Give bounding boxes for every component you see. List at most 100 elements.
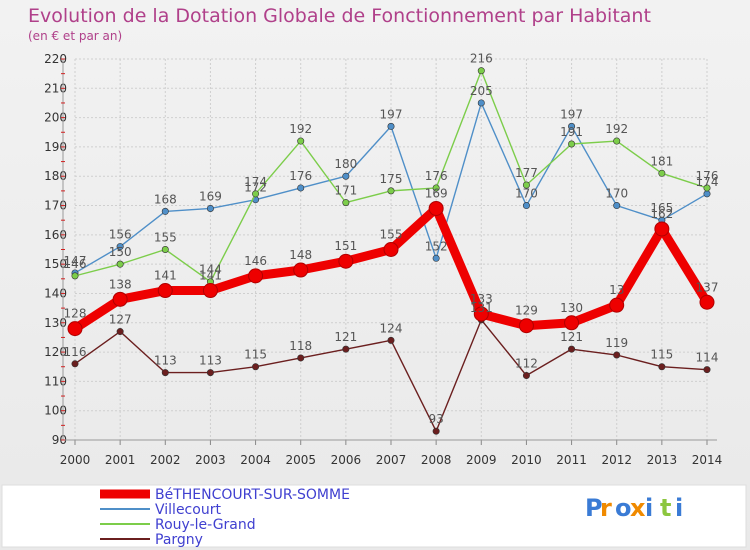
data-point [477, 67, 485, 75]
data-label: 170 [515, 187, 538, 201]
data-label: 165 [650, 201, 673, 215]
y-tick-label: 110 [44, 374, 67, 388]
data-label: 191 [560, 125, 583, 139]
x-tick-label: 2007 [376, 453, 407, 467]
data-label: 151 [334, 239, 357, 253]
data-label: 192 [289, 122, 312, 136]
data-point [432, 427, 440, 435]
data-point [338, 253, 354, 269]
x-tick-label: 2014 [692, 453, 723, 467]
axes: 9010011012013014015016017018019020021022… [44, 52, 722, 467]
data-point [157, 283, 173, 299]
data-point [613, 202, 621, 210]
data-label: 133 [470, 292, 493, 306]
legend: BéTHENCOURT-SUR-SOMMEVillecourtRouy-le-G… [100, 487, 350, 548]
data-point [71, 360, 79, 368]
y-tick-label: 160 [44, 228, 67, 242]
data-point [568, 140, 576, 148]
x-tick-label: 2002 [150, 453, 181, 467]
brand-letter: i [645, 494, 653, 522]
x-tick-label: 2000 [60, 453, 91, 467]
data-point [428, 200, 444, 216]
data-point [613, 351, 621, 359]
data-point [116, 243, 124, 251]
data-label: 216 [470, 52, 493, 66]
data-label: 118 [289, 339, 312, 353]
chart-subtitle: (en € et par an) [28, 29, 122, 43]
legend-label: Rouy-le-Grand [155, 517, 256, 533]
data-point [342, 199, 350, 207]
data-point [522, 202, 530, 210]
x-tick-label: 2009 [466, 453, 497, 467]
data-point [703, 366, 711, 374]
data-label: 174 [244, 175, 267, 189]
legend-label: Villecourt [155, 502, 221, 518]
chart-title: Evolution de la Dotation Globale de Fonc… [28, 5, 651, 27]
data-point [202, 283, 218, 299]
legend-label: BéTHENCOURT-SUR-SOMME [155, 487, 350, 503]
data-label: 121 [334, 330, 357, 344]
data-label: 176 [696, 169, 719, 183]
brand-logo: Pr ox i t i [585, 494, 683, 522]
x-tick-label: 2010 [511, 453, 542, 467]
data-label: 177 [515, 166, 538, 180]
data-label: 176 [425, 169, 448, 183]
data-point [477, 99, 485, 107]
data-label: 172 [244, 181, 267, 195]
data-point [658, 169, 666, 177]
brand-letter: x [630, 494, 646, 522]
data-label: 116 [64, 345, 87, 359]
data-point [432, 254, 440, 262]
data-point [71, 272, 79, 280]
y-tick-label: 120 [44, 345, 67, 359]
data-point [342, 172, 350, 180]
y-tick-label: 140 [44, 286, 67, 300]
data-point [297, 354, 305, 362]
data-label: 121 [560, 330, 583, 344]
data-point [161, 246, 169, 254]
data-point [252, 190, 260, 198]
data-label: 205 [470, 84, 493, 98]
data-label: 137 [696, 280, 719, 294]
data-point [387, 336, 395, 344]
data-label: 141 [154, 269, 177, 283]
data-label: 148 [289, 248, 312, 262]
data-label: 197 [560, 107, 583, 121]
x-tick-label: 2011 [556, 453, 587, 467]
data-label: 169 [425, 186, 448, 200]
data-label: 156 [109, 228, 132, 242]
y-tick-label: 150 [44, 257, 67, 271]
data-label: 119 [605, 336, 628, 350]
data-point [342, 345, 350, 353]
data-point [522, 181, 530, 189]
data-label: 113 [154, 354, 177, 368]
legend-label: Pargny [155, 532, 203, 548]
y-tick-label: 170 [44, 199, 67, 213]
data-label: 155 [380, 228, 403, 242]
data-label: 180 [334, 157, 357, 171]
data-label: 113 [199, 354, 222, 368]
x-tick-label: 2013 [647, 453, 678, 467]
y-tick-label: 200 [44, 111, 67, 125]
data-label: 155 [154, 231, 177, 245]
data-point [658, 363, 666, 371]
data-label: 131 [470, 301, 493, 315]
data-point [568, 345, 576, 353]
data-point [699, 294, 715, 310]
data-label: 124 [380, 321, 403, 335]
brand-letter: P [585, 494, 603, 522]
data-label: 146 [244, 254, 267, 268]
y-tick-label: 190 [44, 140, 67, 154]
data-point [568, 122, 576, 130]
data-point [387, 122, 395, 130]
data-point [248, 268, 264, 284]
data-label: 146 [64, 257, 87, 271]
data-label: 174 [696, 175, 719, 189]
data-label: 197 [380, 107, 403, 121]
data-label: 175 [380, 172, 403, 186]
x-tick-label: 2008 [421, 453, 452, 467]
brand-letter: i [675, 494, 683, 522]
data-point [522, 372, 530, 380]
data-label: 192 [605, 122, 628, 136]
